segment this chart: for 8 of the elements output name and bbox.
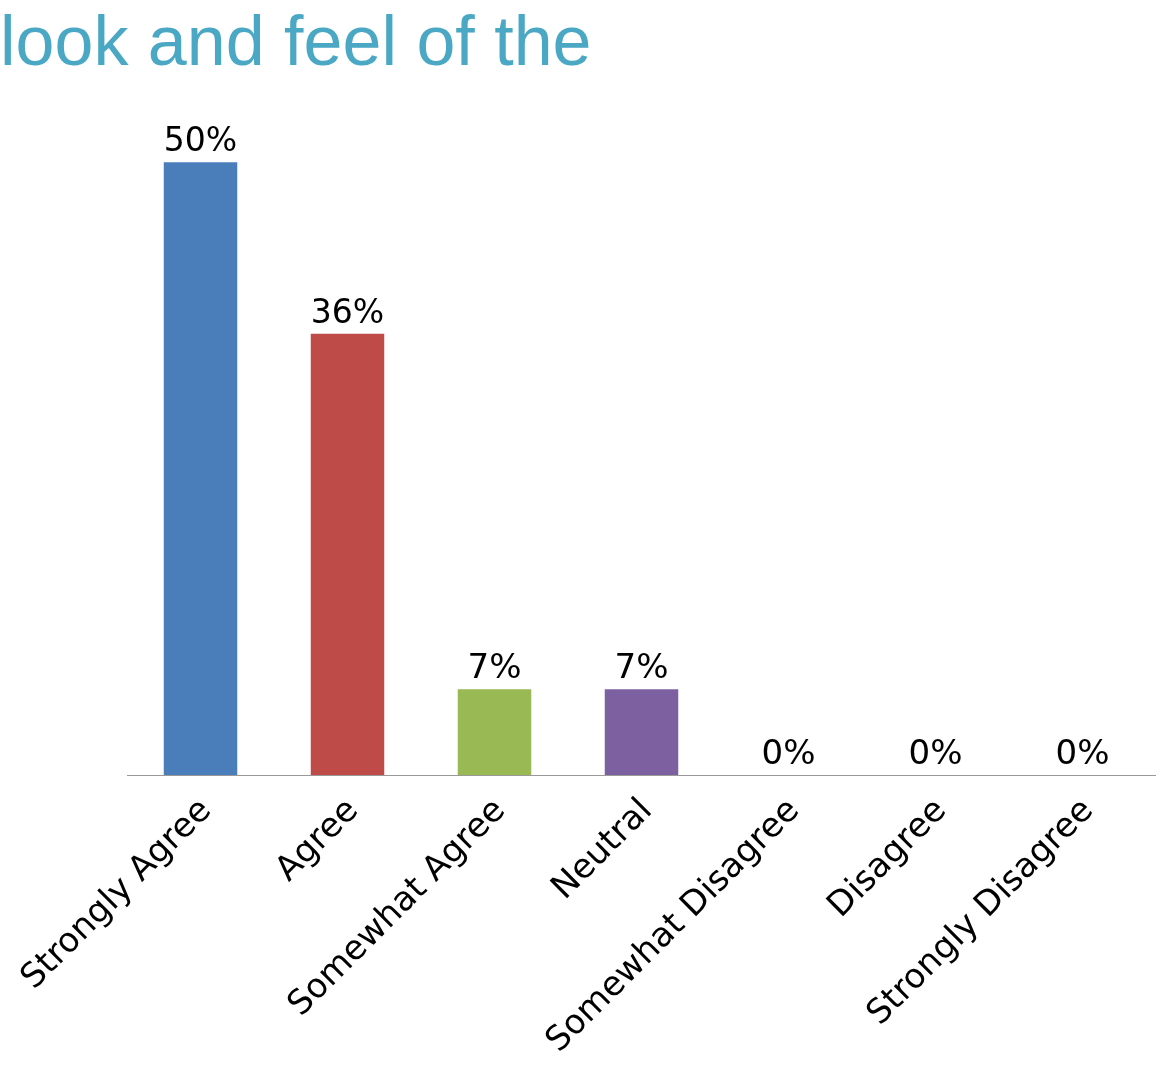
data-label: 0% <box>908 732 963 772</box>
data-label: 36% <box>310 292 385 332</box>
data-label: 7% <box>614 646 669 687</box>
chart-title: look and feel of the <box>0 2 592 81</box>
data-label: 7% <box>467 646 522 687</box>
data-label: 50% <box>163 120 238 160</box>
data-label: 0% <box>1055 732 1110 772</box>
data-label: 0% <box>761 732 816 772</box>
